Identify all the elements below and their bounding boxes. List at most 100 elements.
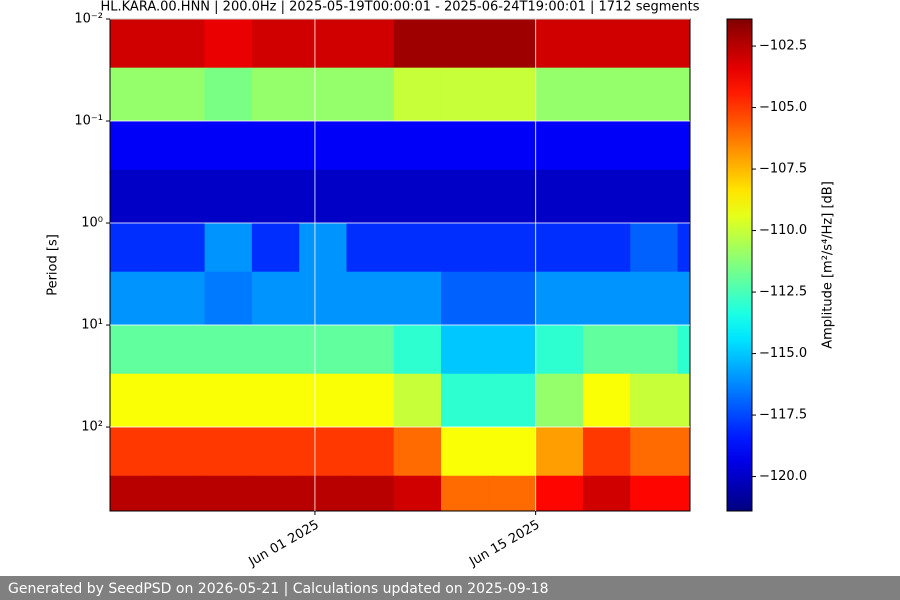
heat-cell (441, 19, 489, 69)
heat-cell (157, 475, 206, 512)
footer-text: Generated by SeedPSD on 2026-05-21 | Cal… (8, 581, 549, 597)
y-tick-label: 10² (81, 420, 103, 435)
heat-cell (393, 427, 442, 477)
heat-cell (535, 19, 584, 69)
heat-cell (204, 19, 253, 69)
heat-cell (204, 67, 253, 122)
heat-cell (393, 169, 442, 224)
heat-cell (488, 121, 537, 171)
heat-cell (630, 67, 679, 122)
heat-cell (110, 475, 158, 512)
heat-cell (299, 325, 347, 375)
heat-cell (582, 427, 631, 477)
heat-cell (441, 169, 489, 224)
heat-cell (535, 427, 584, 477)
heat-cell (441, 427, 489, 477)
heat-cell (393, 325, 442, 375)
heat-cell (251, 427, 300, 477)
x-tick-label: Jun 01 2025 (246, 518, 322, 571)
x-tick-label: Jun 15 2025 (466, 518, 542, 571)
colorbar-tick-label: −112.5 (759, 285, 807, 300)
heat-cell (299, 169, 347, 224)
heat-cell (110, 373, 158, 428)
heat-cell (157, 325, 206, 375)
heat-cell (110, 271, 158, 326)
heat-cell (393, 223, 442, 273)
heat-cell (488, 325, 537, 375)
heat-cell (393, 121, 442, 171)
heat-cell (630, 325, 679, 375)
heat-cell (346, 121, 395, 171)
heat-cell (535, 169, 584, 224)
colorbar-tick-label: −110.0 (759, 223, 807, 238)
heat-cell (110, 325, 158, 375)
heat-cell (251, 271, 300, 326)
heat-cell (110, 67, 158, 122)
heat-cell (346, 19, 395, 69)
heat-cell (299, 373, 347, 428)
heat-cell (535, 271, 584, 326)
heat-cell (677, 475, 691, 512)
colorbar-tick-label: −102.5 (759, 39, 807, 54)
heat-cell (535, 223, 584, 273)
heat-cell (441, 121, 489, 171)
heat-cell (441, 67, 489, 122)
y-axis-label: Period [s] (46, 234, 61, 296)
heat-cell (535, 325, 584, 375)
heat-cell (582, 169, 631, 224)
heat-cell (204, 121, 253, 171)
heat-cell (251, 169, 300, 224)
heat-cell (630, 271, 679, 326)
heat-cell (110, 169, 158, 224)
heat-cell (630, 373, 679, 428)
heat-cell (582, 475, 631, 512)
heat-cell (251, 325, 300, 375)
heat-cell (488, 223, 537, 273)
heat-cell (204, 169, 253, 224)
heat-cell (346, 373, 395, 428)
colorbar-label: Amplitude [m²/s⁴/Hz] [dB] (821, 181, 836, 349)
heat-cell (393, 373, 442, 428)
heat-cell (582, 223, 631, 273)
heat-cell (535, 373, 584, 428)
heat-cell (251, 121, 300, 171)
heat-cell (677, 373, 691, 428)
colorbar-tick-label: −117.5 (759, 408, 807, 423)
heat-cell (157, 271, 206, 326)
heat-cell (677, 169, 691, 224)
heat-cell (251, 223, 300, 273)
footer-bar (0, 576, 900, 600)
heat-cell (582, 121, 631, 171)
heat-cell (582, 325, 631, 375)
colorbar-tick-label: −115.0 (759, 346, 807, 361)
heat-cell (677, 325, 691, 375)
colorbar-tick-label: −107.5 (759, 162, 807, 177)
heat-cell (677, 19, 691, 69)
heat-cell (299, 475, 347, 512)
y-tick-label: 10¹ (81, 318, 103, 333)
heat-cell (157, 121, 206, 171)
heat-cell (488, 169, 537, 224)
heat-cell (204, 373, 253, 428)
heat-cell (535, 475, 584, 512)
heat-cell (346, 271, 395, 326)
heat-cell (582, 373, 631, 428)
heat-cell (441, 223, 489, 273)
heat-cell (299, 19, 347, 69)
heat-cell (346, 169, 395, 224)
heat-cell (488, 373, 537, 428)
heat-cell (299, 67, 347, 122)
heat-cell (251, 67, 300, 122)
heat-cell (157, 373, 206, 428)
heat-cell (204, 325, 253, 375)
heat-cell (393, 19, 442, 69)
heat-cell (110, 121, 158, 171)
heat-cell (393, 271, 442, 326)
heat-cell (299, 223, 347, 273)
heat-cell (488, 19, 537, 69)
heat-cell (299, 271, 347, 326)
heat-cell (535, 121, 584, 171)
heat-cell (630, 475, 679, 512)
heat-cell (204, 427, 253, 477)
heat-cell (346, 325, 395, 375)
